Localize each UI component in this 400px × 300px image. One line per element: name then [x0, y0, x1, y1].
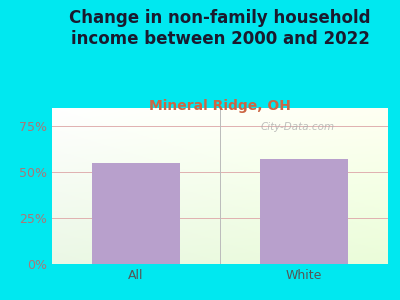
Text: Change in non-family household
income between 2000 and 2022: Change in non-family household income be… — [69, 9, 371, 48]
Bar — [92, 163, 180, 264]
Text: Mineral Ridge, OH: Mineral Ridge, OH — [149, 99, 291, 113]
Text: City-Data.com: City-Data.com — [260, 122, 334, 132]
Bar — [260, 159, 348, 264]
